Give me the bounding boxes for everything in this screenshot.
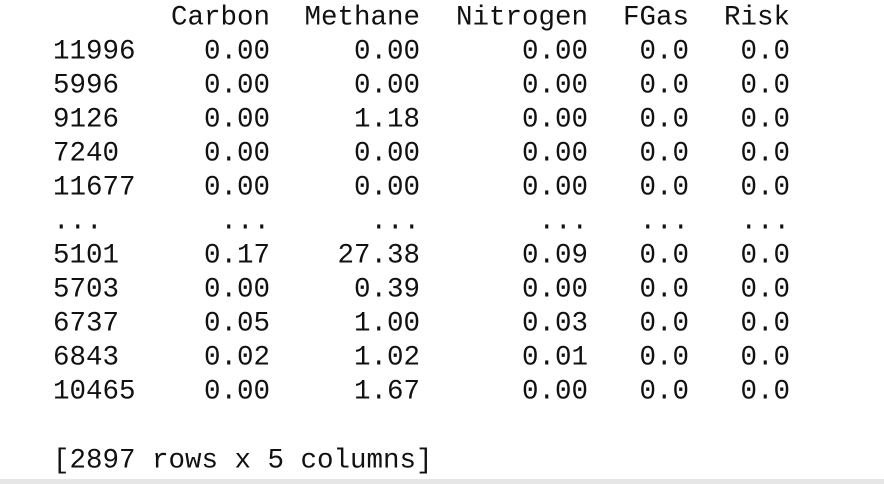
- row-index: 5703: [53, 274, 119, 305]
- cell: 0.0: [639, 104, 689, 135]
- cell: 0.02: [204, 342, 270, 373]
- cell: 0.0: [740, 70, 790, 101]
- column-header: Carbon: [171, 2, 270, 33]
- cell: 0.0: [639, 36, 689, 67]
- row-index: 6843: [53, 342, 119, 373]
- cell: 0.0: [639, 308, 689, 339]
- cell: 1.18: [354, 104, 420, 135]
- cell: 0.0: [740, 376, 790, 407]
- cell: 0.0: [639, 240, 689, 271]
- cell: 0.0: [740, 36, 790, 67]
- cell: 0.0: [740, 308, 790, 339]
- column-header: Risk: [724, 2, 790, 33]
- cell: 0.00: [522, 172, 588, 203]
- cell: 1.02: [354, 342, 420, 373]
- cell: ...: [639, 206, 689, 237]
- row-index: 11996: [53, 36, 136, 67]
- cell: 0.00: [354, 36, 420, 67]
- cell: 0.0: [740, 104, 790, 135]
- cell: 0.0: [639, 274, 689, 305]
- cell: 0.05: [204, 308, 270, 339]
- cell: 0.0: [740, 274, 790, 305]
- cell: 0.00: [354, 138, 420, 169]
- column-header: FGas: [623, 2, 689, 33]
- cell: 0.00: [204, 70, 270, 101]
- cell: 0.00: [522, 138, 588, 169]
- cell: 0.17: [204, 240, 270, 271]
- cell: 0.39: [354, 274, 420, 305]
- cell: ...: [220, 206, 270, 237]
- cell: ...: [538, 206, 588, 237]
- cell: 0.00: [204, 138, 270, 169]
- cell: 0.0: [740, 172, 790, 203]
- cell: 1.00: [354, 308, 420, 339]
- cell: 0.0: [639, 376, 689, 407]
- cell: 0.00: [522, 376, 588, 407]
- column-header: Nitrogen: [456, 2, 588, 33]
- cell: 27.38: [337, 240, 420, 271]
- cell: 0.00: [522, 36, 588, 67]
- row-index: 9126: [53, 104, 119, 135]
- cell: 0.00: [204, 274, 270, 305]
- cell: 0.00: [354, 172, 420, 203]
- bottom-border: [0, 479, 884, 484]
- cell: 0.09: [522, 240, 588, 271]
- cell: 0.00: [522, 274, 588, 305]
- cell: 0.0: [740, 342, 790, 373]
- row-index: 7240: [53, 138, 119, 169]
- cell: 1.67: [354, 376, 420, 407]
- cell: 0.0: [639, 138, 689, 169]
- cell: 0.0: [639, 342, 689, 373]
- cell: ...: [740, 206, 790, 237]
- row-index: 11677: [53, 172, 136, 203]
- cell: 0.00: [204, 376, 270, 407]
- cell: 0.00: [522, 104, 588, 135]
- cell: 0.00: [204, 36, 270, 67]
- row-index: 5101: [53, 240, 119, 271]
- cell: 0.00: [354, 70, 420, 101]
- footer: [2897 rows x 5 columns]: [53, 445, 433, 476]
- cell: 0.01: [522, 342, 588, 373]
- cell: 0.00: [522, 70, 588, 101]
- cell: 0.0: [639, 172, 689, 203]
- row-index: ...: [53, 206, 103, 237]
- cell: 0.00: [204, 172, 270, 203]
- cell: ...: [370, 206, 420, 237]
- cell: 0.0: [740, 240, 790, 271]
- column-header: Methane: [304, 2, 420, 33]
- cell: 0.0: [639, 70, 689, 101]
- cell: 0.0: [740, 138, 790, 169]
- row-index: 6737: [53, 308, 119, 339]
- cell: 0.00: [204, 104, 270, 135]
- cell: 0.03: [522, 308, 588, 339]
- row-index: 10465: [53, 376, 136, 407]
- row-index: 5996: [53, 70, 119, 101]
